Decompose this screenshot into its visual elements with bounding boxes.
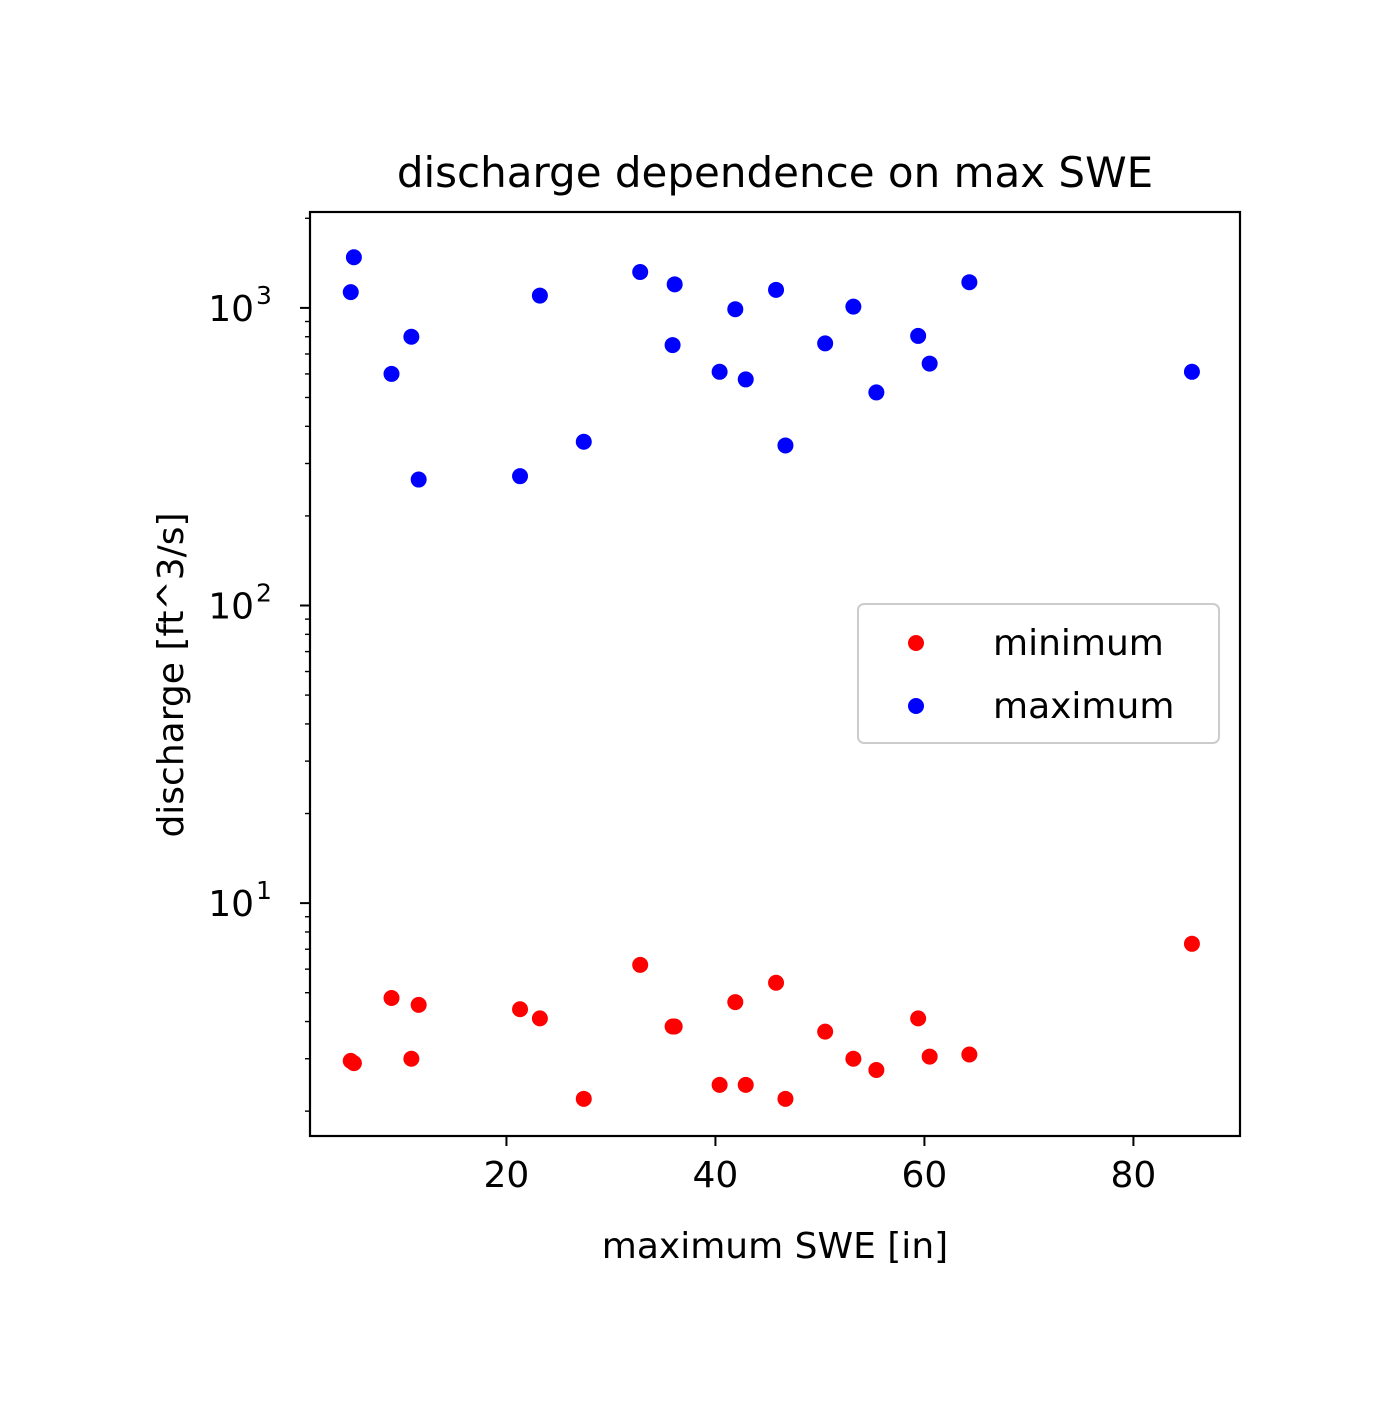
point-maximum — [403, 328, 420, 345]
point-minimum — [632, 956, 649, 973]
point-maximum — [817, 335, 834, 352]
point-minimum — [345, 1055, 362, 1072]
point-maximum — [868, 384, 885, 401]
x-axis-label: maximum SWE [in] — [602, 1226, 948, 1267]
point-minimum — [383, 989, 400, 1006]
y-tick-label: 10 — [208, 884, 254, 925]
point-minimum — [727, 994, 744, 1011]
point-maximum — [910, 327, 927, 344]
point-minimum — [711, 1076, 728, 1093]
point-minimum — [921, 1048, 938, 1065]
point-maximum — [777, 437, 794, 454]
point-maximum — [383, 365, 400, 382]
point-minimum — [868, 1061, 885, 1078]
point-minimum — [737, 1076, 754, 1093]
x-tick-label: 80 — [1111, 1155, 1157, 1196]
point-maximum — [845, 298, 862, 315]
y-tick-base: 10 — [208, 587, 254, 628]
point-maximum — [768, 281, 785, 298]
series-maximum — [342, 249, 1200, 488]
legend-marker-maximum — [908, 698, 924, 714]
legend-label-maximum: maximum — [993, 686, 1174, 727]
point-minimum — [403, 1050, 420, 1067]
y-tick-exponent: 1 — [256, 876, 272, 905]
y-tick-exponent: 3 — [256, 281, 272, 310]
plot-frame — [308, 210, 1242, 1138]
point-maximum — [727, 301, 744, 318]
y-tick-exponent: 2 — [256, 579, 272, 608]
legend: minimum maximum — [857, 603, 1220, 744]
legend-marker-minimum — [908, 635, 924, 651]
point-maximum — [345, 249, 362, 266]
point-minimum — [666, 1018, 683, 1035]
y-tick-base: 10 — [208, 884, 254, 925]
point-maximum — [342, 284, 359, 301]
point-minimum — [410, 996, 427, 1013]
point-maximum — [1183, 363, 1200, 380]
point-maximum — [531, 287, 548, 304]
point-maximum — [711, 363, 728, 380]
point-maximum — [575, 433, 592, 450]
y-tick-label: 10 — [208, 289, 254, 330]
x-tick-label: 40 — [693, 1155, 739, 1196]
y-tick-base: 10 — [208, 289, 254, 330]
data-points — [342, 249, 1200, 1107]
point-minimum — [817, 1023, 834, 1040]
x-tick-label: 60 — [902, 1155, 948, 1196]
chart-title: discharge dependence on max SWE — [397, 148, 1153, 197]
point-maximum — [737, 371, 754, 388]
point-maximum — [666, 276, 683, 293]
series-minimum — [342, 935, 1200, 1107]
point-minimum — [910, 1010, 927, 1027]
point-minimum — [768, 974, 785, 991]
point-maximum — [410, 471, 427, 488]
point-minimum — [777, 1090, 794, 1107]
x-tick-label: 20 — [484, 1155, 530, 1196]
point-minimum — [531, 1010, 548, 1027]
x-axis-ticks: 20 40 60 80 — [484, 1136, 1157, 1196]
point-minimum — [1183, 935, 1200, 952]
point-maximum — [961, 274, 978, 291]
point-minimum — [845, 1050, 862, 1067]
point-minimum — [512, 1001, 529, 1018]
y-tick-label: 10 — [208, 587, 254, 628]
point-maximum — [921, 355, 938, 372]
point-maximum — [512, 468, 529, 485]
point-maximum — [632, 264, 649, 281]
point-minimum — [961, 1046, 978, 1063]
legend-label-minimum: minimum — [993, 623, 1164, 664]
point-minimum — [575, 1090, 592, 1107]
point-maximum — [664, 337, 681, 354]
y-axis-label: discharge [ft^3/s] — [151, 512, 192, 837]
legend-box — [857, 603, 1220, 744]
